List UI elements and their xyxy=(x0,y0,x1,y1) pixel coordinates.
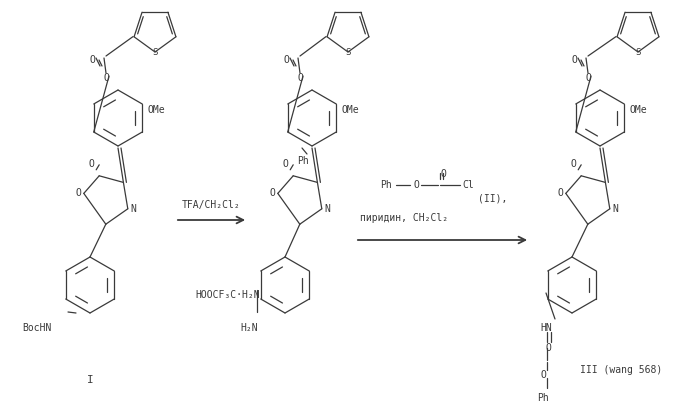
Text: пиридин, CH₂Cl₂: пиридин, CH₂Cl₂ xyxy=(360,213,448,223)
Text: III (wang 568): III (wang 568) xyxy=(580,365,662,375)
Text: O: O xyxy=(103,73,109,83)
Text: O: O xyxy=(88,159,94,169)
Text: O: O xyxy=(270,188,275,199)
Text: HN: HN xyxy=(540,323,552,333)
Text: S: S xyxy=(345,48,351,56)
Text: O: O xyxy=(558,188,563,199)
Text: I: I xyxy=(87,375,94,385)
Text: Ph: Ph xyxy=(297,156,309,166)
Text: N: N xyxy=(131,204,137,214)
Text: BocHN: BocHN xyxy=(22,323,51,333)
Text: O: O xyxy=(571,55,577,65)
Text: O: O xyxy=(585,73,591,83)
Text: Cl: Cl xyxy=(462,180,474,190)
Text: O: O xyxy=(570,159,576,169)
Text: (II),: (II), xyxy=(478,193,507,203)
Text: H₂N: H₂N xyxy=(240,323,258,333)
Text: O: O xyxy=(76,188,82,199)
Text: O: O xyxy=(282,159,288,169)
Text: Ph: Ph xyxy=(537,393,549,403)
Text: OMe: OMe xyxy=(148,105,166,115)
Text: OMe: OMe xyxy=(630,105,648,115)
Text: S: S xyxy=(635,48,641,56)
Text: O: O xyxy=(540,370,546,380)
Text: O: O xyxy=(440,169,446,179)
Text: O: O xyxy=(89,55,95,65)
Text: TFA/CH₂Cl₂: TFA/CH₂Cl₂ xyxy=(182,200,240,210)
Text: S: S xyxy=(152,48,158,56)
Text: Ph: Ph xyxy=(380,180,391,190)
Text: HOOCF₃C·H₂N: HOOCF₃C·H₂N xyxy=(195,290,259,300)
Text: O: O xyxy=(545,343,551,353)
Text: N: N xyxy=(325,204,331,214)
Text: N: N xyxy=(613,204,619,214)
Text: O: O xyxy=(297,73,303,83)
Text: O: O xyxy=(414,180,420,190)
Text: OMe: OMe xyxy=(342,105,359,115)
Text: O: O xyxy=(283,55,289,65)
